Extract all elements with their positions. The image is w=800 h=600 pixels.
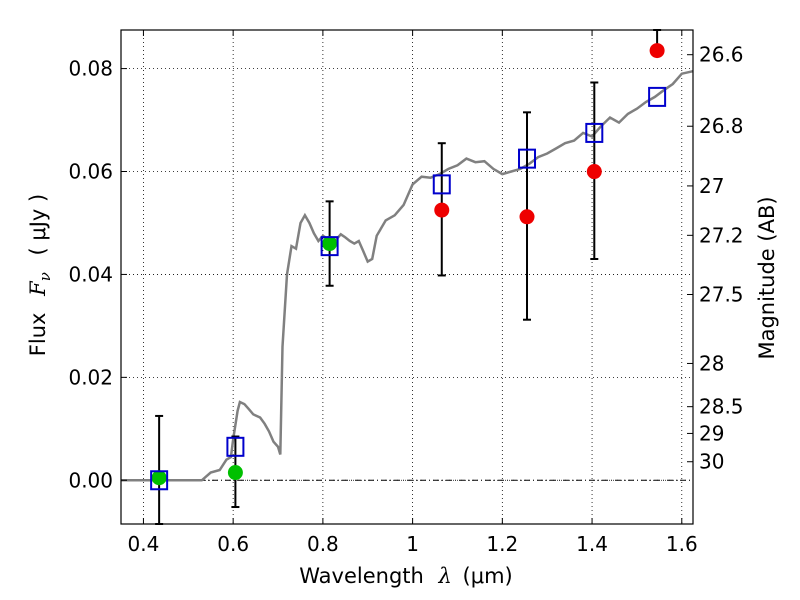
observed-points-red xyxy=(434,43,665,225)
right-tick-label: 26.8 xyxy=(699,114,744,138)
model-box xyxy=(585,122,604,143)
y-tick-labels: 0.00 0.02 0.04 0.06 0.08 xyxy=(68,57,113,493)
right-tick-label: 27.2 xyxy=(699,223,744,247)
x-tick-label: 0.6 xyxy=(217,532,249,556)
right-tick-label: 26.6 xyxy=(699,43,744,67)
model-box xyxy=(518,148,537,169)
model-box xyxy=(150,470,169,491)
right-tick-label: 28.5 xyxy=(699,395,744,419)
observed-point-red xyxy=(586,164,602,180)
observed-point-red xyxy=(649,43,665,59)
x-axis-label: Wavelength λ (μm) xyxy=(299,564,512,588)
x-tick-label: 0.4 xyxy=(128,532,160,556)
model-box xyxy=(226,436,245,457)
y-tick-label: 0.04 xyxy=(68,262,113,286)
right-tick-label: 27.5 xyxy=(699,282,744,306)
right-magnitude-tick-labels: 26.6 26.8 27 27.2 27.5 28 28.529 30 xyxy=(699,43,744,474)
x-tick-label: 0.8 xyxy=(307,532,339,556)
observed-point-green xyxy=(151,470,167,486)
observed-point-green xyxy=(322,236,338,252)
model-box xyxy=(432,174,451,195)
y-tick-label: 0.00 xyxy=(68,468,113,492)
x-tick-labels: 0.4 0.6 0.8 1 1.2 1.4 1.6 xyxy=(128,532,698,556)
observed-points-green xyxy=(151,236,338,486)
axis-ticks xyxy=(121,30,693,524)
observed-point-green xyxy=(227,465,243,481)
plot-frame xyxy=(120,29,694,525)
model-box xyxy=(320,236,339,257)
x-tick-label: 1.2 xyxy=(486,532,518,556)
model-boxes xyxy=(150,86,667,491)
x-tick-label: 1.6 xyxy=(666,532,698,556)
right-tick-label: 30 xyxy=(699,450,724,474)
y-axis-label: Flux Fν ( μJy ) xyxy=(26,194,55,356)
y-tick-label: 0.08 xyxy=(68,57,113,81)
right-tick-label: 28 xyxy=(699,351,724,375)
right-tick-label: 29 xyxy=(699,421,724,445)
right-axis-label: Magnitude (AB) xyxy=(755,196,779,359)
observed-point-red xyxy=(519,209,535,225)
y-tick-label: 0.02 xyxy=(68,365,113,389)
grid-lines xyxy=(121,30,693,524)
right-tick-label: 27 xyxy=(699,174,724,198)
model-spectrum-line xyxy=(121,69,694,482)
x-tick-label: 1 xyxy=(406,532,419,556)
x-tick-label: 1.4 xyxy=(576,532,608,556)
y-tick-label: 0.06 xyxy=(68,160,113,184)
model-box xyxy=(648,86,667,107)
observed-point-red xyxy=(434,202,450,218)
